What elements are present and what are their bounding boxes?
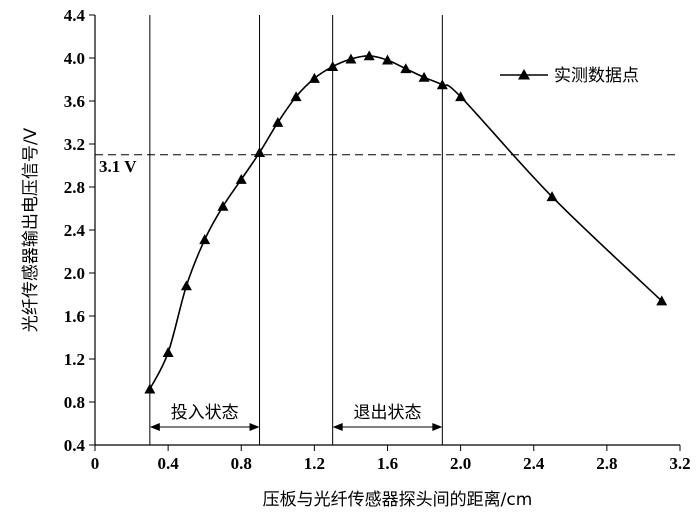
x-tick-label: 2.0 (450, 454, 471, 473)
legend: 实测数据点 (500, 66, 639, 86)
y-tick-label: 3.6 (64, 92, 85, 111)
data-point-marker (327, 61, 339, 71)
data-point-marker (345, 53, 357, 64)
annotation-label: 退出状态 (354, 403, 422, 423)
data-point-marker (546, 191, 558, 202)
x-tick-label: 0 (91, 454, 100, 473)
x-tick-label: 0.8 (231, 454, 252, 473)
data-point-marker (162, 347, 174, 357)
legend-label: 实测数据点 (554, 66, 639, 86)
data-point-marker (235, 173, 247, 184)
y-axis-title: 光纤传感器输出电压信号/V (21, 127, 41, 332)
data-point-marker (656, 295, 668, 306)
x-axis-title: 压板与光纤传感器探头间的距离/cm (263, 490, 533, 510)
y-tick-label: 4.0 (64, 49, 85, 68)
data-point-marker (217, 200, 229, 211)
data-point-marker (272, 117, 284, 127)
y-tick-label: 3.2 (64, 135, 85, 154)
y-tick-label: 1.2 (64, 350, 85, 369)
data-point-marker (436, 79, 448, 90)
x-tick-label: 2.8 (596, 454, 617, 473)
data-point-marker (363, 50, 375, 61)
y-tick-label: 4.4 (64, 6, 86, 25)
annotation-label: 投入状态 (171, 403, 239, 423)
data-point-marker (400, 63, 412, 74)
x-tick-label: 2.4 (523, 454, 545, 473)
reference-line-label: 3.1 V (99, 157, 137, 176)
series (144, 50, 668, 394)
data-point-marker (199, 234, 211, 245)
y-tick-label: 1.6 (64, 307, 85, 326)
x-tick-label: 1.2 (304, 454, 325, 473)
x-tick-label: 1.6 (377, 454, 398, 473)
arrow-head-left (332, 423, 343, 431)
axes: 0 0.4 0.8 1.2 1.6 2.0 2.4 2.8 3.2 0.4 0.8 1.2 1.6 2.0… (64, 6, 691, 473)
y-tick-label: 2.4 (64, 221, 86, 240)
data-point-marker (455, 91, 467, 102)
data-point-marker (418, 71, 430, 82)
x-tick-label: 0.4 (158, 454, 180, 473)
data-point-marker (144, 383, 156, 394)
data-point-marker (308, 72, 320, 83)
data-point-marker (254, 147, 266, 157)
data-point-marker (180, 280, 192, 291)
y-tick-label: 2.8 (64, 178, 85, 197)
legend-marker (518, 69, 530, 80)
annotations: 投入状态 退出状态 (149, 403, 443, 431)
x-tick-label: 3.2 (669, 454, 690, 473)
y-tick-label: 0.4 (64, 436, 86, 455)
data-point-marker (290, 91, 302, 102)
arrow-head-right (432, 423, 443, 431)
y-tick-label: 2.0 (64, 264, 85, 283)
series-line (149, 55, 663, 390)
arrow-head-right (249, 423, 260, 431)
arrow-head-left (149, 423, 160, 431)
y-tick-label: 0.8 (64, 393, 85, 412)
data-point-marker (382, 54, 393, 65)
